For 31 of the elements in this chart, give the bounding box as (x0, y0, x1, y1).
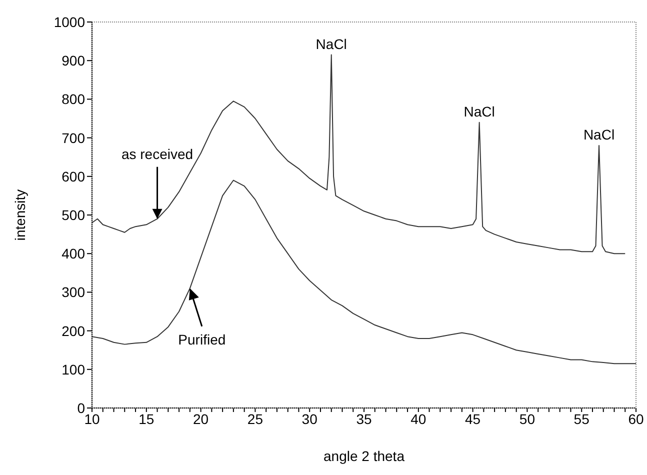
line-series (92, 180, 636, 364)
y-tick-label: 900 (62, 52, 86, 69)
x-tick-label: 30 (302, 410, 318, 427)
annotation: as received (121, 146, 194, 162)
y-tick-label: 500 (62, 206, 86, 223)
y-tick-label: 700 (62, 130, 86, 146)
y-axis-title: intensity (12, 189, 28, 241)
x-tick-label: 25 (247, 410, 264, 427)
annotation: Purified (178, 331, 226, 348)
y-tick-label: 0 (77, 400, 86, 416)
y-tick-label: 400 (62, 246, 86, 262)
y-tick-label: 200 (62, 322, 86, 339)
x-tick-label: 20 (193, 410, 209, 427)
y-tick-label: 800 (62, 91, 86, 108)
annotation: NaCl (316, 36, 347, 52)
y-tick-label: 600 (62, 168, 86, 184)
annotation: NaCl (583, 126, 615, 143)
y-tick-label: 100 (62, 361, 86, 378)
x-tick-label: 50 (519, 410, 536, 427)
x-tick-label: 55 (574, 410, 590, 427)
y-tick-label: 1000 (54, 14, 86, 30)
x-tick-label: 40 (410, 410, 426, 427)
y-tick-label: 300 (62, 284, 86, 300)
x-tick-label: 60 (628, 410, 644, 427)
x-tick-label: 35 (356, 410, 372, 427)
x-axis-title: angle 2 theta (324, 448, 405, 464)
annotation: NaCl (464, 103, 495, 120)
x-tick-label: 10 (84, 410, 100, 427)
line-series (92, 54, 626, 254)
x-tick-label: 45 (465, 410, 481, 427)
x-tick-label: 15 (138, 410, 154, 427)
